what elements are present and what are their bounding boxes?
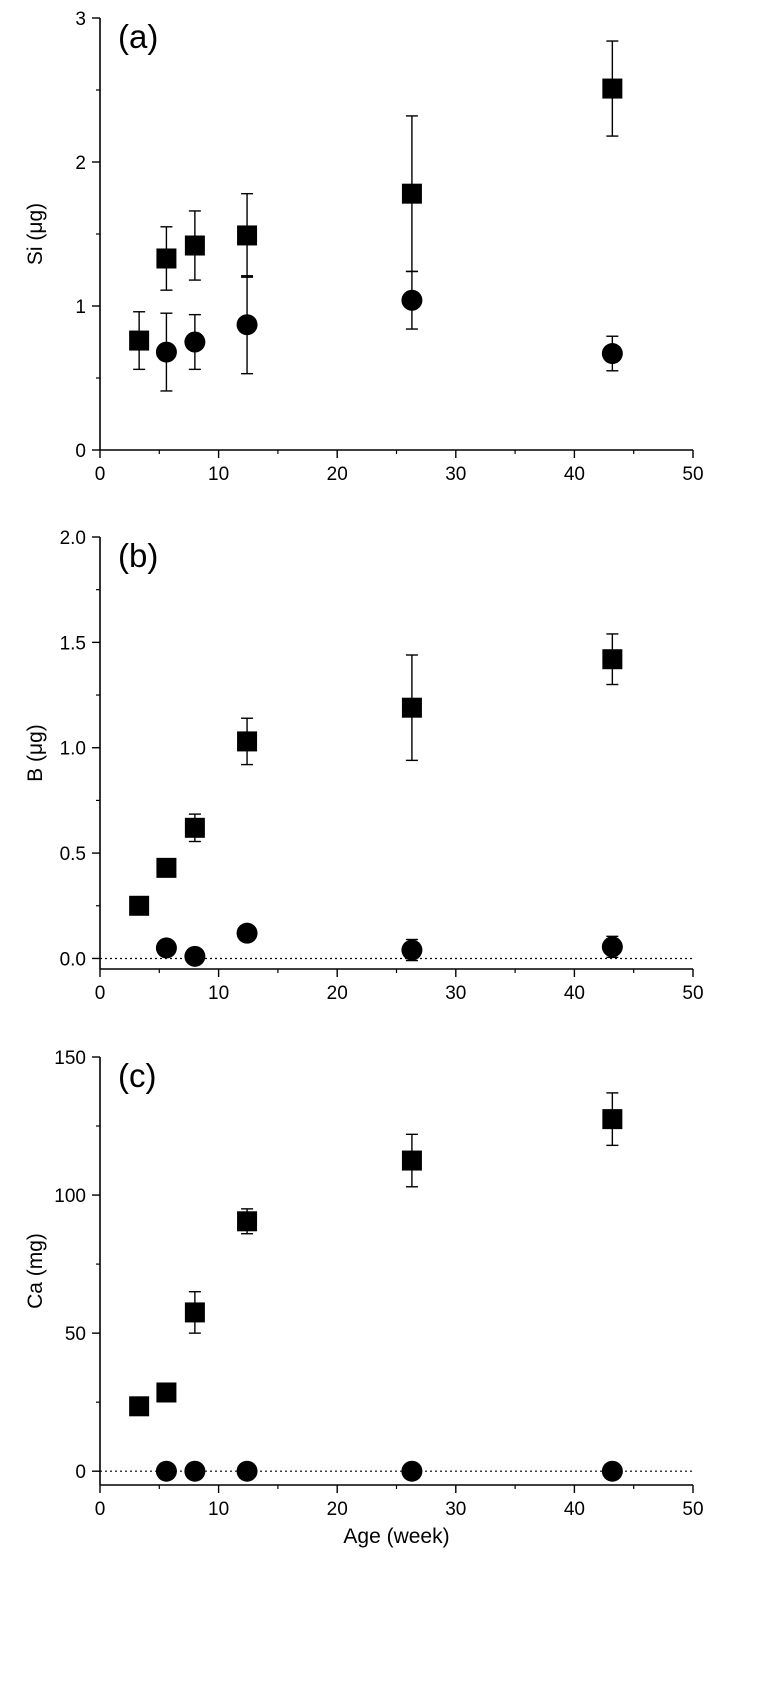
panel-a: 0 10 20 30 40 50 0 1 2 3 Si (μg) (a): [24, 9, 704, 485]
data-point-circle: [155, 1460, 177, 1482]
data-point-square: [401, 1150, 422, 1171]
x-tick-label: 0: [95, 1499, 106, 1520]
panel-label-c: (c): [118, 1057, 156, 1094]
x-tick-label: 20: [327, 1499, 348, 1520]
x-tick-label: 30: [445, 464, 466, 485]
panel-b: 0 10 20 30 40 50 0.0 0.5 1.0 1.5 2.0 B (μg) (b): [24, 528, 704, 1004]
x-tick-label: 40: [564, 464, 585, 485]
y-tick-label: 1.5: [60, 633, 86, 654]
x-axis-title: Age (week): [343, 1525, 449, 1548]
x-tick-label: 30: [445, 1499, 466, 1520]
x-tick-label: 30: [445, 983, 466, 1004]
y-tick-label: 0.0: [60, 949, 86, 970]
x-tick-label: 40: [564, 983, 585, 1004]
panel-label-b: (b): [118, 537, 158, 574]
series-square-markers: [129, 40, 623, 371]
data-point-square: [602, 649, 623, 670]
data-point-circle: [155, 937, 177, 959]
x-tick-label: 10: [208, 983, 229, 1004]
data-point-circle: [236, 314, 258, 336]
data-point-circle: [184, 331, 206, 353]
data-point-circle: [601, 1460, 623, 1482]
series-circle-markers: [155, 1460, 623, 1482]
data-point-square: [156, 857, 177, 878]
series-circle-markers: [155, 270, 623, 392]
x-tick-label: 20: [327, 983, 348, 1004]
data-point-square: [184, 1302, 205, 1323]
y-tick-label: 150: [54, 1048, 86, 1069]
data-point-square: [156, 248, 177, 269]
data-point-circle: [236, 922, 258, 944]
y-tick-label: 100: [54, 1186, 86, 1207]
x-tick-label: 10: [208, 464, 229, 485]
data-point-circle: [401, 289, 423, 311]
data-point-square: [237, 225, 258, 246]
series-square-markers: [129, 633, 623, 916]
x-tick-label: 10: [208, 1499, 229, 1520]
data-point-circle: [401, 1460, 423, 1482]
data-point-circle: [601, 936, 623, 958]
data-point-square: [401, 183, 422, 204]
data-point-circle: [155, 341, 177, 363]
series-square-markers: [129, 1092, 623, 1417]
data-point-square: [401, 697, 422, 718]
y-tick-label: 0: [75, 1462, 86, 1483]
data-point-square: [184, 817, 205, 838]
x-tick-label: 40: [564, 1499, 585, 1520]
y-tick-label: 0: [75, 441, 86, 462]
y-tick-label: 2: [75, 153, 86, 174]
series-circle-markers: [155, 922, 623, 967]
y-tick-label: 2.0: [60, 528, 86, 549]
x-tick-label: 50: [682, 1499, 703, 1520]
panel-label-a: (a): [118, 18, 158, 55]
data-point-square: [237, 731, 258, 752]
data-point-circle: [184, 1460, 206, 1482]
data-point-square: [129, 330, 150, 351]
data-point-square: [602, 1109, 623, 1130]
data-point-square: [602, 78, 623, 99]
y-tick-label: 3: [75, 9, 86, 30]
data-point-square: [184, 235, 205, 256]
data-point-circle: [401, 939, 423, 961]
panel-c: 0 10 20 30 40 50 0 50 100 150 Ca (mg) Age (week) (c): [24, 1048, 704, 1548]
data-point-square: [156, 1382, 177, 1403]
data-point-square: [237, 1211, 258, 1232]
x-tick-label: 50: [682, 464, 703, 485]
y-tick-label: 1.0: [60, 739, 86, 760]
y-axis-title: B (μg): [24, 724, 47, 782]
data-point-square: [129, 1396, 150, 1417]
x-tick-label: 0: [95, 464, 106, 485]
y-tick-label: 0.5: [60, 844, 86, 865]
x-tick-label: 0: [95, 983, 106, 1004]
x-tick-label: 50: [682, 983, 703, 1004]
y-axis-title: Ca (mg): [24, 1233, 47, 1309]
data-point-circle: [184, 945, 206, 967]
data-point-circle: [601, 343, 623, 365]
y-tick-label: 1: [75, 297, 86, 318]
x-tick-label: 20: [327, 464, 348, 485]
data-point-square: [129, 895, 150, 916]
data-point-circle: [236, 1460, 258, 1482]
y-axis-title: Si (μg): [24, 203, 47, 265]
y-tick-label: 50: [65, 1324, 86, 1345]
